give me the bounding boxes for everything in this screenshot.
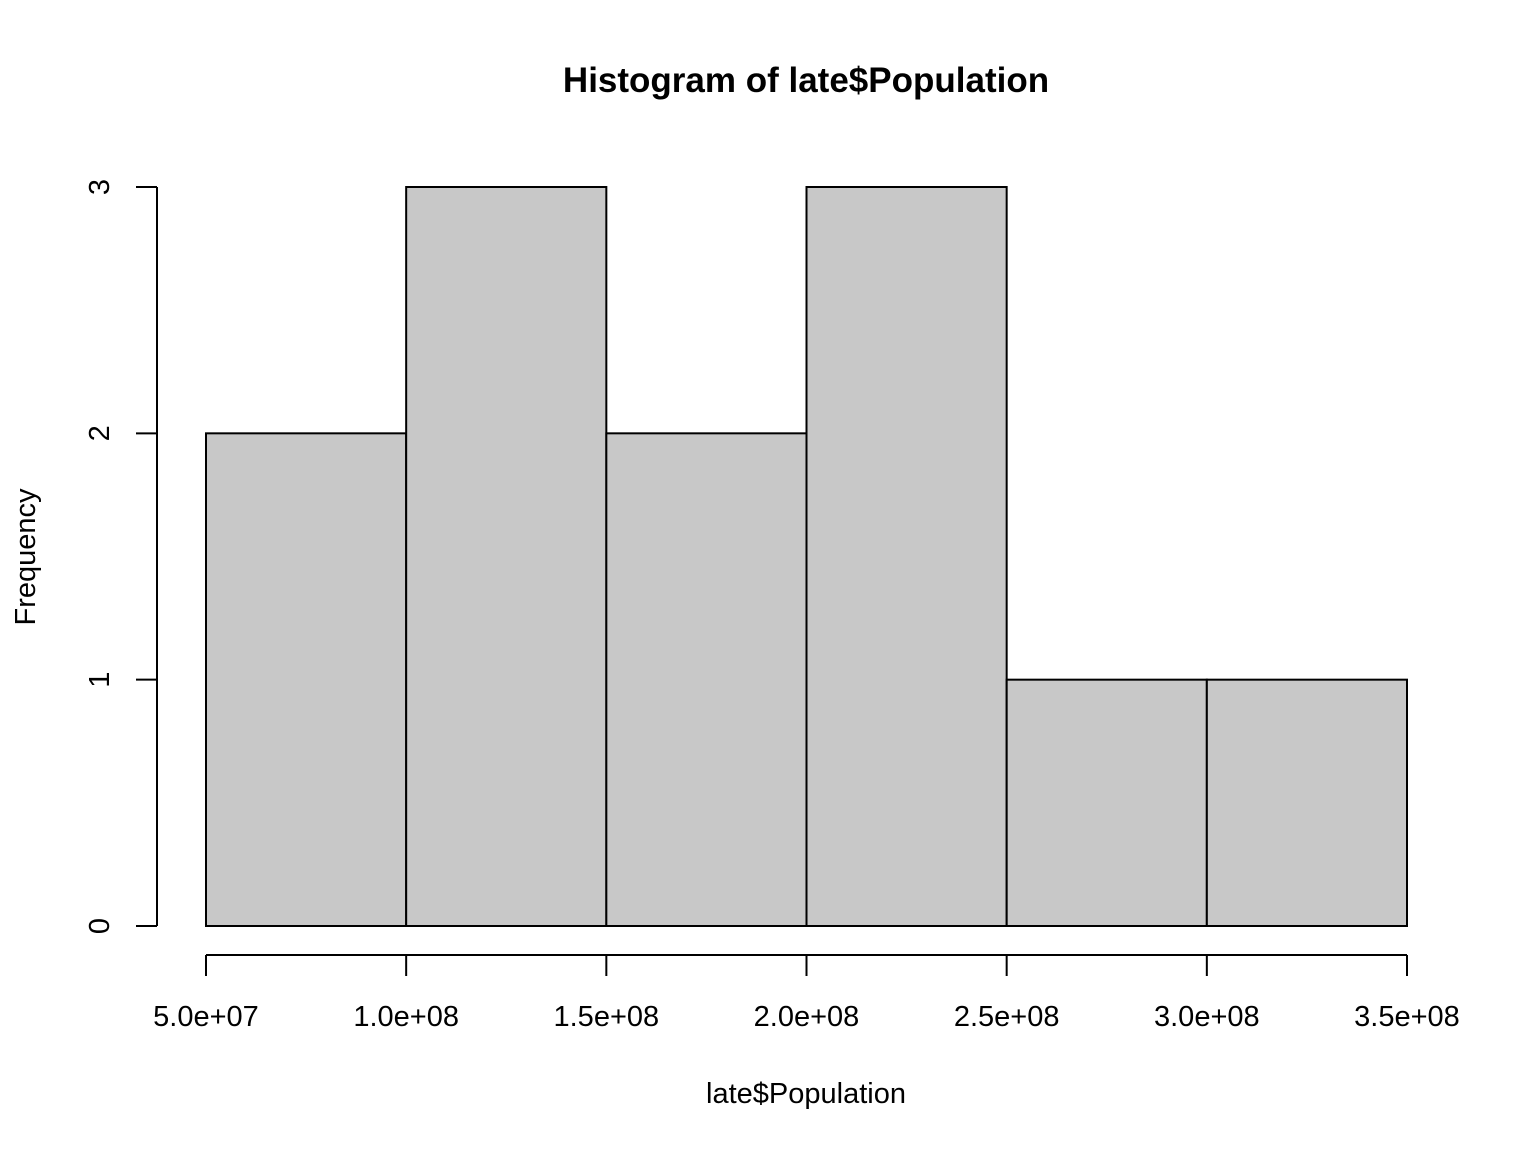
y-tick-label: 2 xyxy=(84,425,116,441)
histogram-bar-1 xyxy=(205,432,408,927)
y-tick-label: 3 xyxy=(84,179,116,195)
y-axis: 0 1 2 3 xyxy=(84,179,158,934)
x-axis-label: late$Population xyxy=(706,1078,906,1110)
x-tick-label: 3.0e+08 xyxy=(1154,1001,1260,1033)
x-tick-label: 2.0e+08 xyxy=(754,1001,860,1033)
x-tick-label: 2.5e+08 xyxy=(954,1001,1060,1033)
x-tick-label: 5.0e+07 xyxy=(153,1001,259,1033)
chart-title: Histogram of late$Population xyxy=(563,61,1049,100)
y-tick-label: 0 xyxy=(84,918,116,934)
histogram-bar-5 xyxy=(1005,678,1208,928)
x-tick-label: 3.5e+08 xyxy=(1354,1001,1460,1033)
x-axis: 5.0e+07 1.0e+08 1.5e+08 2.0e+08 2.5e+08 3.0e+… xyxy=(153,954,1460,1033)
histogram-bar-6 xyxy=(1205,678,1409,928)
histogram-bar-4 xyxy=(805,186,1008,927)
x-tick-label: 1.5e+08 xyxy=(554,1001,660,1033)
bars-group xyxy=(205,186,1409,928)
y-tick-label: 1 xyxy=(84,672,116,688)
histogram-bar-3 xyxy=(605,432,808,927)
x-tick-label: 1.0e+08 xyxy=(353,1001,459,1033)
y-axis-label: Frequency xyxy=(10,488,42,626)
histogram-bar-2 xyxy=(405,186,608,927)
